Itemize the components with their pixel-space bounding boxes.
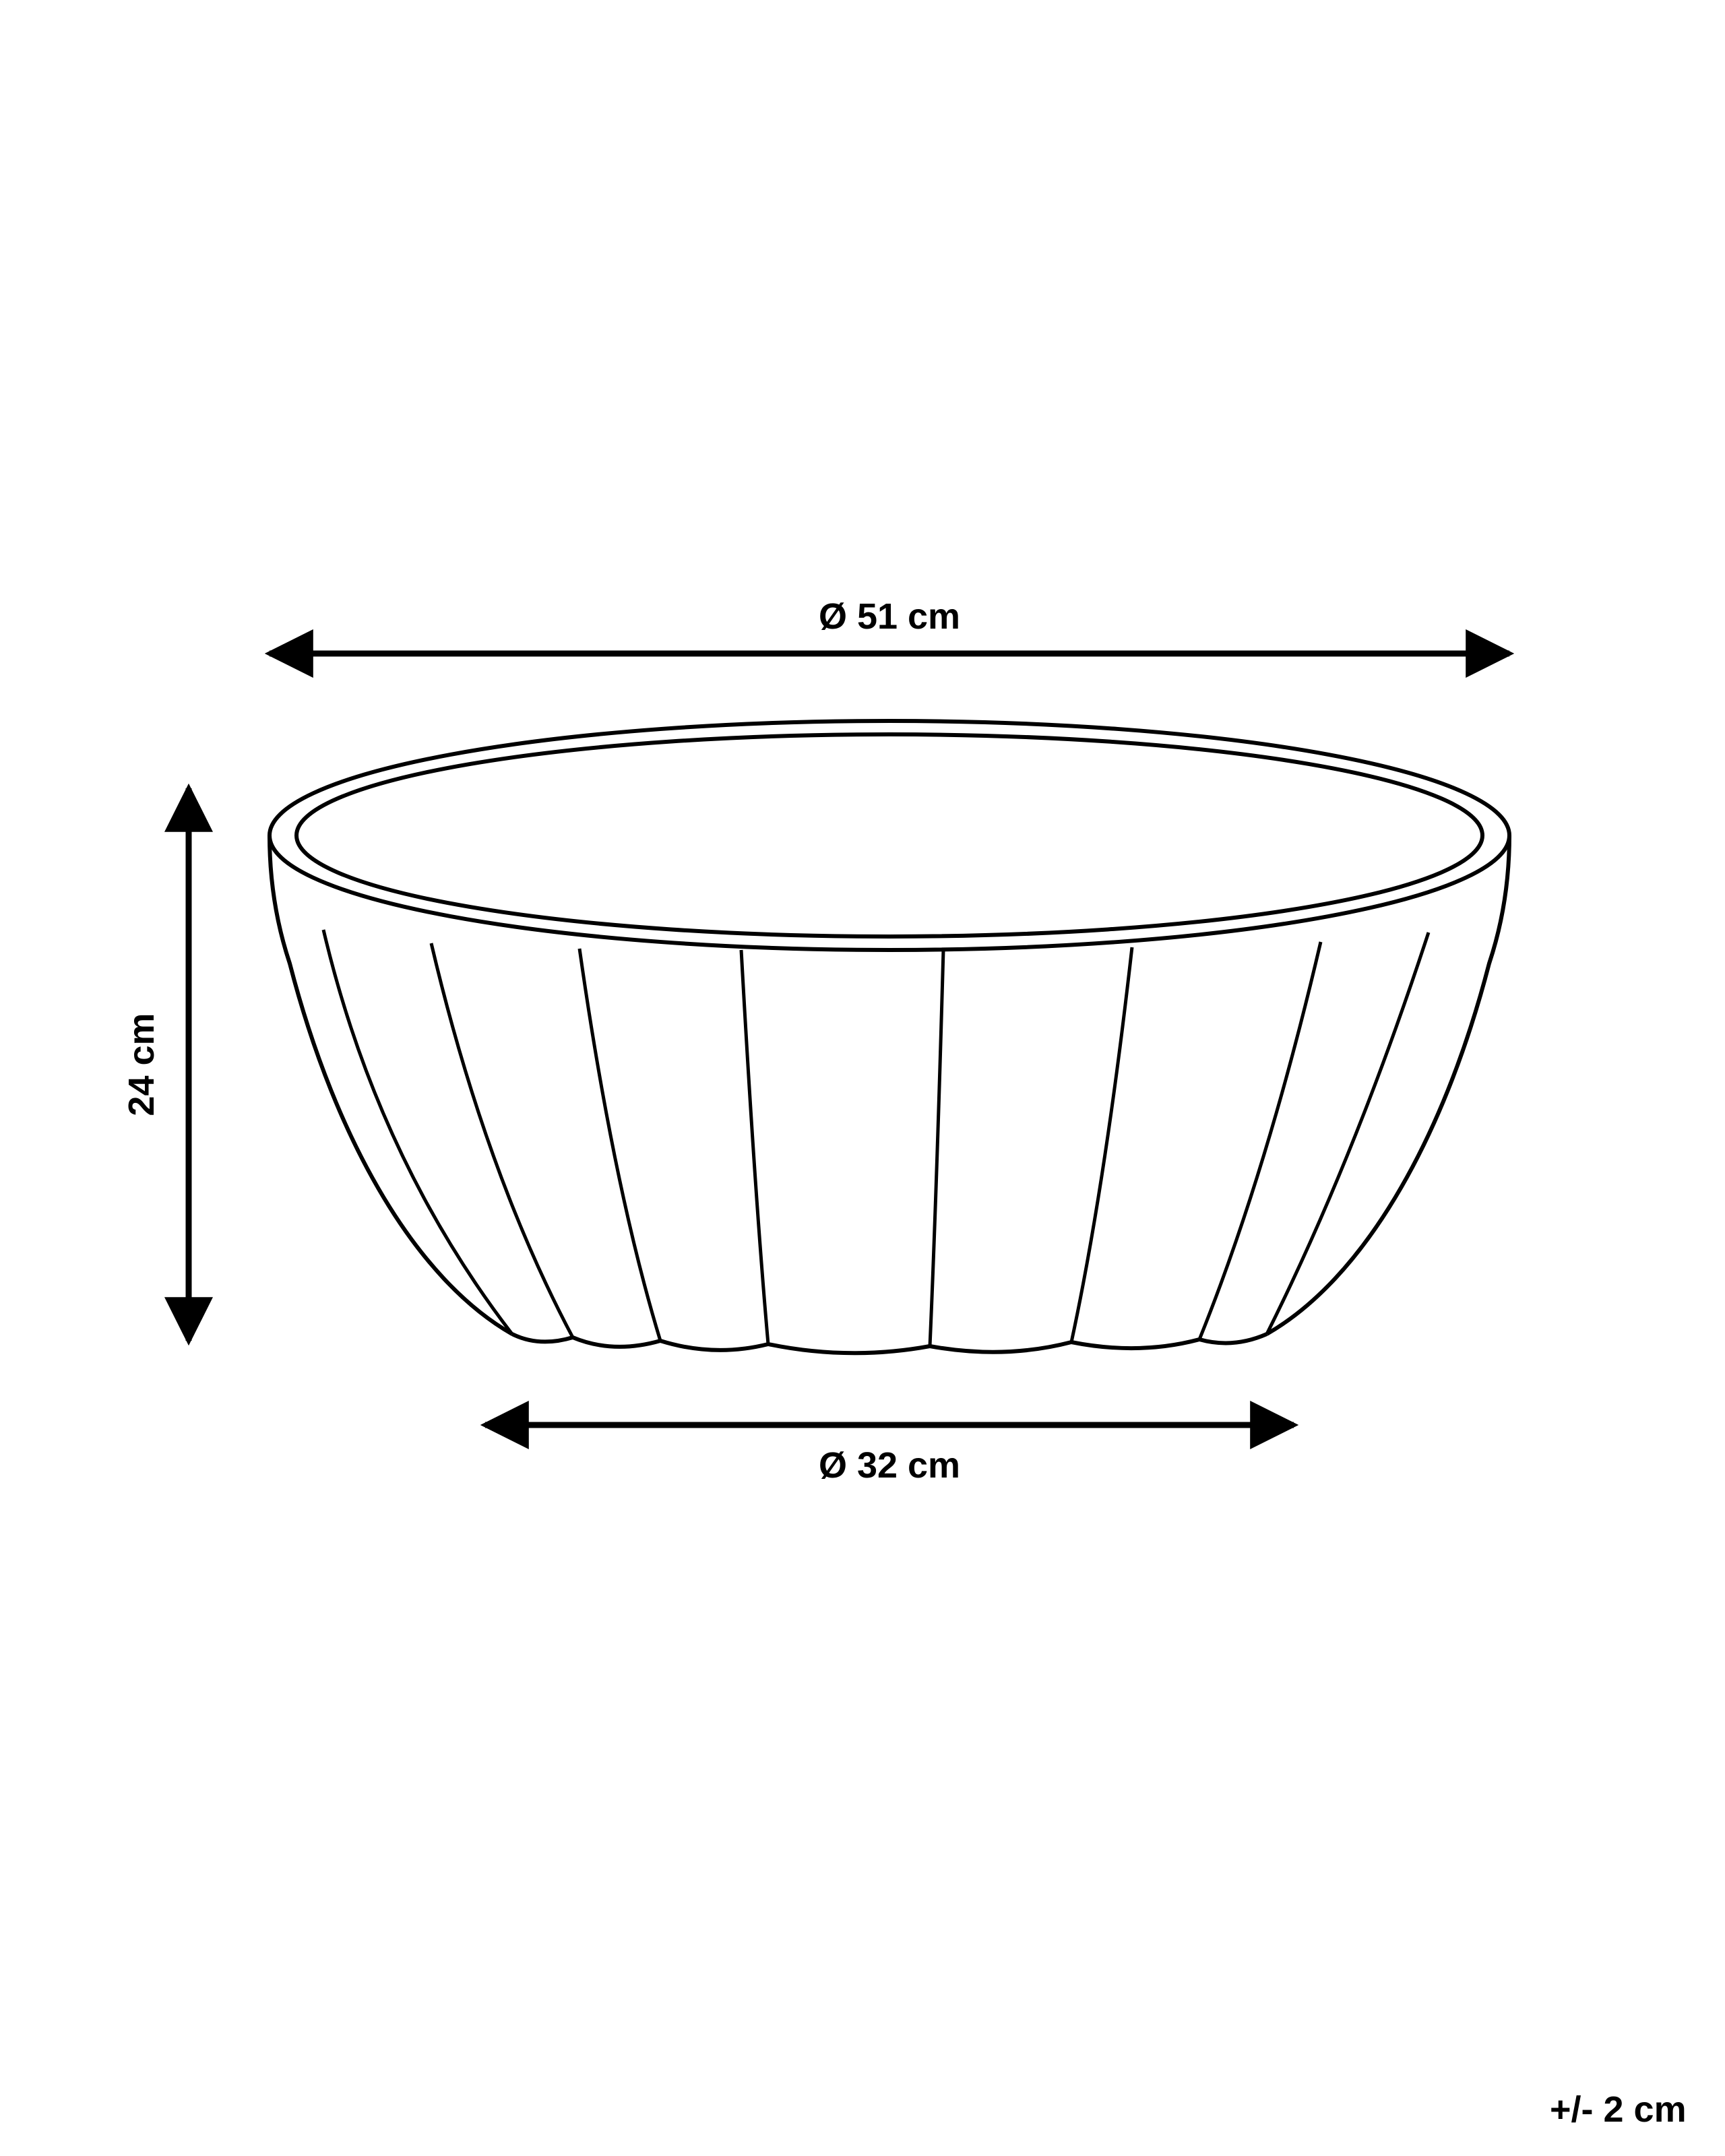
top-rim-inner [296,734,1482,937]
base-scallop [512,1334,1267,1353]
diagram-svg [0,0,1725,2156]
top-rim-outer [270,721,1509,950]
tolerance-note: +/- 2 cm [1550,2089,1687,2130]
side-left [270,835,512,1334]
label-base-diameter: Ø 32 cm [819,1445,960,1486]
flute-lines [323,930,1429,1346]
label-top-diameter: Ø 51 cm [819,596,960,637]
label-height: 24 cm [121,1013,162,1116]
product-outline [270,721,1509,1353]
dimension-diagram: Ø 51 cm Ø 32 cm 24 cm +/- 2 cm [0,0,1725,2156]
